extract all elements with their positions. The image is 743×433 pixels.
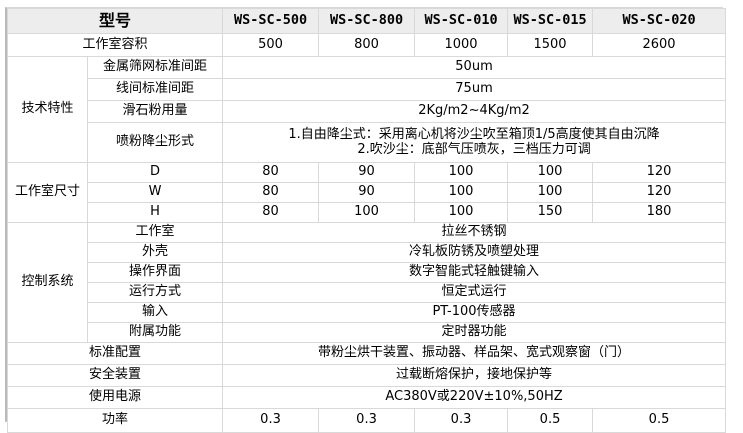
cell-mesh-spacing-value: 50um [222, 56, 727, 79]
table-row-mesh-spacing: 技术特性 金属筛网标准间距 50um [7, 56, 727, 163]
cell-volume-020: 2600 [592, 33, 727, 57]
row-label-safety-device: 安全装置 [6, 364, 224, 387]
cell-volume-500: 500 [222, 33, 320, 57]
dust-method-line-1: 1.自由降尘式：采用离心机将沙尘吹至箱顶1/5高度使其自由沉降 [288, 126, 660, 142]
cell-d-020: 120 [592, 162, 727, 183]
row-label-shell: 外壳 [86, 242, 224, 263]
row-label-dimension-h: H [86, 202, 224, 223]
column-header-ws-sc-010: WS-SC-010 [414, 8, 509, 34]
cell-safety-device-value: 过载断熔保护，接地保护等 [222, 364, 727, 387]
cell-interface-value: 数字智能式轻触键输入 [222, 262, 727, 283]
cell-dust-method-value: 1.自由降尘式：采用离心机将沙尘吹至箱顶1/5高度使其自由沉降 2.吹沙尘：底部… [222, 122, 727, 163]
table-row-accessory-function: 附属功能 定时器功能 [8, 322, 727, 343]
row-label-chamber-material: 工作室 [86, 222, 224, 243]
cell-shell-value: 冷轧板防锈及喷塑处理 [222, 242, 727, 263]
table-row-talc-usage: 滑石粉用量 2Kg/m2~4Kg/m2 [8, 100, 727, 123]
cell-d-500: 80 [222, 162, 320, 183]
row-label-operation-mode: 运行方式 [86, 282, 224, 303]
row-label-line-spacing: 线间标准间距 [86, 78, 224, 101]
column-header-model: 型号 [6, 8, 224, 34]
cell-line-spacing-value: 75um [222, 78, 727, 101]
dust-method-line-2: 2.吹沙尘：底部气压喷灰，三档压力可调 [357, 141, 591, 157]
cell-h-010: 100 [414, 202, 509, 223]
cell-talc-usage-value: 2Kg/m2~4Kg/m2 [222, 100, 727, 123]
cell-power-supply-value: AC380V或220V±10%,50HZ [222, 386, 727, 409]
group-label-tech-features: 技术特性 [7, 56, 88, 163]
cell-h-020: 180 [592, 202, 727, 223]
cell-w-015: 100 [507, 182, 594, 203]
cell-d-015: 100 [507, 162, 594, 183]
row-label-dust-method: 喷粉降尘形式 [86, 122, 224, 163]
cell-volume-800: 800 [318, 33, 416, 57]
cell-d-010: 100 [414, 162, 509, 183]
table-row-safety-device: 安全装置 过载断熔保护，接地保护等 [6, 364, 727, 387]
cell-w-020: 120 [592, 182, 727, 203]
table-row-power-supply: 使用电源 AC380V或220V±10%,50HZ [6, 386, 727, 409]
cell-volume-015: 1500 [507, 33, 594, 57]
row-label-power: 功率 [6, 408, 224, 433]
table-row-chamber-material: 控制系统 工作室 拉丝不锈钢 [7, 222, 727, 343]
column-header-ws-sc-800: WS-SC-800 [318, 8, 416, 34]
row-label-talc-usage: 滑石粉用量 [86, 100, 224, 123]
cell-h-800: 100 [318, 202, 416, 223]
row-label-accessory-function: 附属功能 [86, 322, 224, 343]
cell-chamber-material-value: 拉丝不锈钢 [222, 222, 727, 243]
row-label-input: 输入 [86, 302, 224, 323]
cell-d-800: 90 [318, 162, 416, 183]
specification-table: 型号 WS-SC-500 WS-SC-800 WS-SC-010 WS-SC-0… [6, 8, 727, 433]
cell-accessory-function-value: 定时器功能 [222, 322, 727, 343]
cell-standard-config-value: 带粉尘烘干装置、振动器、样品架、宽式观察窗（门） [222, 342, 727, 365]
table-row-volume: 工作室容积 500 800 1000 1500 2600 [6, 33, 727, 57]
row-label-power-supply: 使用电源 [6, 386, 224, 409]
table-row-dust-method: 喷粉降尘形式 1.自由降尘式：采用离心机将沙尘吹至箱顶1/5高度使其自由沉降 2… [8, 122, 727, 163]
group-label-chamber-size: 工作室尺寸 [7, 162, 88, 223]
table-row-input: 输入 PT-100传感器 [8, 302, 727, 323]
table-row-shell: 外壳 冷轧板防锈及喷塑处理 [8, 242, 727, 263]
table-row-standard-config: 标准配置 带粉尘烘干装置、振动器、样品架、宽式观察窗（门） [6, 342, 727, 365]
cell-operation-mode-value: 恒定式运行 [222, 282, 727, 303]
table-row-interface: 操作界面 数字智能式轻触键输入 [8, 262, 727, 283]
row-label-volume: 工作室容积 [6, 33, 224, 57]
row-label-interface: 操作界面 [86, 262, 224, 283]
table-header-row: 型号 WS-SC-500 WS-SC-800 WS-SC-010 WS-SC-0… [6, 8, 727, 34]
cell-power-800: 0.3 [318, 408, 416, 433]
cell-power-500: 0.3 [222, 408, 320, 433]
column-header-ws-sc-500: WS-SC-500 [222, 8, 320, 34]
cell-h-015: 150 [507, 202, 594, 223]
cell-power-010: 0.3 [414, 408, 509, 433]
cell-volume-010: 1000 [414, 33, 509, 57]
row-label-dimension-w: W [86, 182, 224, 203]
cell-power-020: 0.5 [592, 408, 727, 433]
group-label-control-system: 控制系统 [7, 222, 88, 343]
cell-w-010: 100 [414, 182, 509, 203]
row-label-dimension-d: D [86, 162, 224, 183]
table-row-power: 功率 0.3 0.3 0.3 0.5 0.5 [6, 408, 727, 433]
table-row-dimension-w: W 80 90 100 100 120 [8, 182, 727, 203]
row-label-standard-config: 标准配置 [6, 342, 224, 365]
cell-power-015: 0.5 [507, 408, 594, 433]
row-label-mesh-spacing: 金属筛网标准间距 [86, 56, 224, 79]
spec-table-container: 型号 WS-SC-500 WS-SC-800 WS-SC-010 WS-SC-0… [5, 7, 727, 433]
table-row-dimension-h: H 80 100 100 150 180 [8, 202, 727, 223]
table-row-dimension-d: 工作室尺寸 D 80 90 100 100 120 [7, 162, 727, 223]
cell-h-500: 80 [222, 202, 320, 223]
cell-input-value: PT-100传感器 [222, 302, 727, 323]
cell-w-800: 90 [318, 182, 416, 203]
cell-w-500: 80 [222, 182, 320, 203]
column-header-ws-sc-020: WS-SC-020 [592, 8, 727, 34]
table-row-line-spacing: 线间标准间距 75um [8, 78, 727, 101]
column-header-ws-sc-015: WS-SC-015 [507, 8, 594, 34]
table-row-operation-mode: 运行方式 恒定式运行 [8, 282, 727, 303]
